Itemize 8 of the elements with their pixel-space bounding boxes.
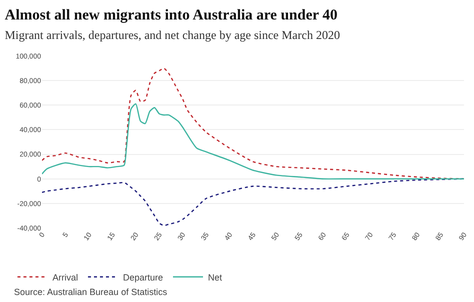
chart-subtitle: Migrant arrivals, departures, and net change by age since March 2020 (4, 28, 340, 42)
chart-title: Almost all new migrants into Australia are under 40 (4, 8, 338, 24)
line-series (42, 68, 464, 180)
source-note: Source: Australian Bureau of Statistics (14, 287, 168, 297)
line-series (42, 103, 464, 180)
legend-label: Net (208, 272, 223, 282)
legend-label: Departure (122, 272, 164, 282)
legend-label: Arrival (52, 272, 78, 282)
